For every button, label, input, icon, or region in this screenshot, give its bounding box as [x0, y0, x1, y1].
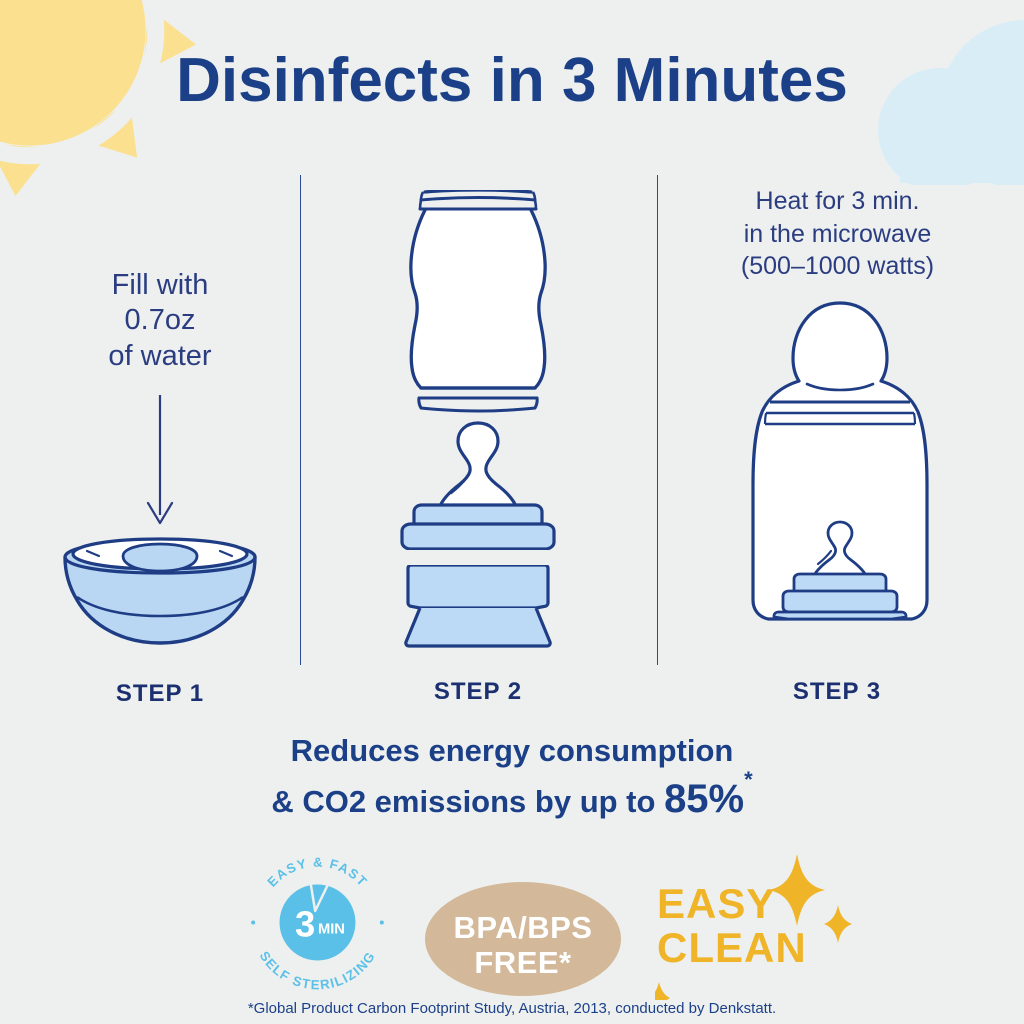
svg-text:3: 3 [295, 903, 315, 944]
svg-text:FREE*: FREE* [474, 945, 572, 980]
svg-text:EASY & FAST: EASY & FAST [264, 855, 370, 890]
svg-text:CLEAN: CLEAN [657, 924, 807, 971]
svg-text:BPA/BPS: BPA/BPS [453, 910, 592, 945]
svg-text:EASY: EASY [657, 880, 775, 927]
svg-text:MIN: MIN [318, 921, 345, 937]
